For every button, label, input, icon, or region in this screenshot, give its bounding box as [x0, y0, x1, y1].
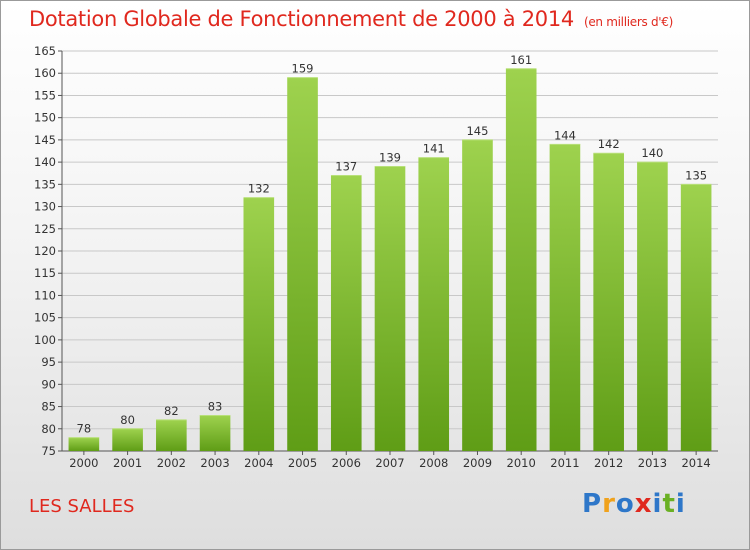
logo-letter: P	[582, 489, 603, 519]
x-tick-label: 2002	[157, 456, 186, 470]
x-tick-label: 2009	[463, 456, 492, 470]
y-tick-label: 140	[34, 155, 56, 169]
bar	[112, 428, 143, 451]
y-tick-label: 95	[41, 355, 56, 369]
y-tick-label: 145	[34, 133, 56, 147]
value-label: 80	[120, 413, 135, 427]
chart-title: Dotation Globale de Fonctionnement de 20…	[29, 7, 673, 31]
value-label: 144	[554, 128, 576, 142]
y-tick-label: 85	[41, 400, 56, 414]
x-tick-label: 2006	[332, 456, 361, 470]
logo-letter: i	[675, 489, 686, 519]
y-tick-label: 130	[34, 200, 56, 214]
logo-letter: i	[652, 489, 663, 519]
value-label: 140	[641, 146, 663, 160]
bar	[462, 139, 493, 451]
bar	[549, 144, 581, 452]
logo-letter: x	[634, 489, 653, 519]
x-tick-label: 2012	[594, 456, 623, 470]
bar	[243, 197, 275, 451]
unit-label: (en milliers d'€)	[583, 15, 673, 29]
y-tick-label: 125	[34, 222, 56, 236]
bar	[156, 419, 187, 451]
y-tick-label: 100	[34, 333, 56, 347]
value-label: 161	[510, 53, 532, 67]
x-tick-label: 2011	[550, 456, 579, 470]
value-label: 82	[164, 404, 179, 418]
title-text: Dotation Globale de Fonctionnement de 20…	[29, 7, 574, 31]
bar	[68, 437, 100, 451]
data-labels: 78 80 82 83 132 159 137 139 141 145 161 144 142 140 13…	[77, 53, 708, 436]
value-label: 135	[685, 168, 707, 182]
x-tick-label: 2014	[681, 456, 710, 470]
value-label: 159	[292, 62, 314, 76]
y-tick-label: 165	[34, 44, 56, 58]
y-tick-label: 160	[34, 66, 56, 80]
bar	[505, 68, 537, 452]
value-label: 78	[77, 422, 92, 436]
y-tick-label: 110	[34, 288, 56, 302]
x-tick-label: 2003	[200, 456, 229, 470]
y-tick-label: 155	[34, 88, 56, 102]
bars	[68, 68, 712, 452]
x-tick-label: 2010	[507, 456, 536, 470]
value-label: 83	[208, 399, 223, 413]
bar	[637, 162, 668, 451]
bar	[287, 77, 318, 452]
value-label: 137	[335, 159, 357, 173]
x-tick-label: 2001	[113, 456, 142, 470]
bar	[330, 175, 362, 451]
logo-letter: t	[662, 489, 676, 519]
x-tick-label: 2004	[244, 456, 273, 470]
bar	[418, 157, 450, 451]
y-tick-label: 105	[34, 311, 56, 325]
y-tick-label: 80	[41, 422, 56, 436]
y-tick-label: 120	[34, 244, 56, 258]
proxiti-logo: Proxiti	[582, 489, 686, 519]
x-tick-label: 2008	[419, 456, 448, 470]
x-tick-label: 2007	[375, 456, 404, 470]
y-tick-label: 115	[34, 266, 56, 280]
value-label: 139	[379, 151, 401, 165]
y-tick-label: 135	[34, 177, 56, 191]
logo-letter: o	[615, 489, 635, 519]
bar	[680, 184, 712, 452]
bar	[374, 166, 406, 452]
bar	[593, 153, 624, 451]
logo-letter: r	[602, 489, 616, 519]
commune-name: LES SALLES	[29, 496, 135, 517]
bar	[199, 415, 231, 451]
y-tick-label: 75	[41, 444, 56, 458]
x-tick-label: 2005	[288, 456, 317, 470]
x-tick-label: 2013	[638, 456, 667, 470]
value-label: 145	[466, 124, 488, 138]
axes: 75 80 85 90 95 100 105 110 115 120 125 130 135 140 145…	[34, 44, 718, 470]
y-tick-label: 90	[41, 377, 56, 391]
x-tick-label: 2000	[69, 456, 98, 470]
value-label: 142	[598, 137, 620, 151]
value-label: 132	[248, 182, 270, 196]
y-tick-label: 150	[34, 111, 56, 125]
value-label: 141	[423, 142, 445, 156]
